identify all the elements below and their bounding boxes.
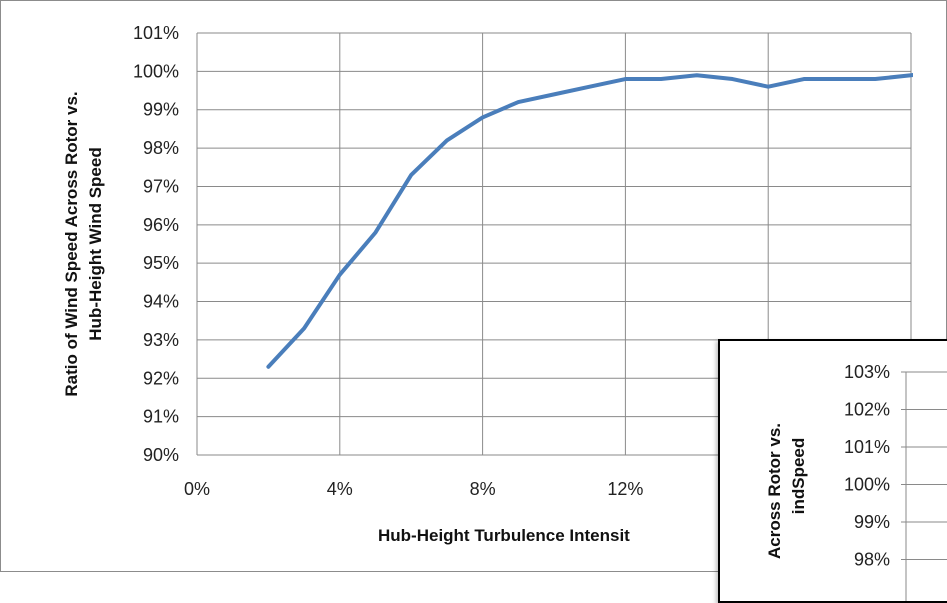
y-axis-title-line-2: Hub-Height Wind Speed	[86, 147, 105, 340]
x-tick-label: 12%	[607, 479, 643, 499]
chart-frame: 90% 91% 92% 93% 94% 95% 96% 97% 98% 99% 100% 101% 0…	[0, 0, 947, 572]
y-tick-label: 97%	[143, 176, 179, 196]
x-tick-label: 4%	[327, 479, 353, 499]
y-tick-label: 90%	[143, 445, 179, 465]
x-tick-labels: 0%4%8%12%16%	[184, 479, 786, 499]
inset-y-tick-label: 99%	[854, 512, 890, 532]
y-tick-label: 92%	[143, 368, 179, 388]
y-tick-label: 95%	[143, 253, 179, 273]
y-axis-title-line-1: Ratio of Wind Speed Across Rotor vs.	[62, 91, 81, 396]
y-tick-labels: 90% 91% 92% 93% 94% 95% 96% 97% 98% 99% 100% 101%	[133, 23, 179, 465]
inset-axis	[901, 371, 947, 601]
y-tick-label: 99%	[143, 100, 179, 120]
inset-y-axis-title-line-1: Across Rotor vs.	[765, 423, 784, 559]
inset-y-tick-label: 102%	[844, 400, 890, 420]
series-group	[266, 72, 913, 369]
inset-y-tick-label: 100%	[844, 475, 890, 495]
y-tick-label: 96%	[143, 215, 179, 235]
inset-y-tick-label: 98%	[854, 550, 890, 570]
y-tick-label: 93%	[143, 330, 179, 350]
series-line	[266, 72, 913, 369]
y-tick-label: 98%	[143, 138, 179, 158]
y-tick-label: 91%	[143, 407, 179, 427]
inset-y-axis-title-line-2: indSpeed	[789, 438, 808, 515]
x-tick-label: 8%	[470, 479, 496, 499]
x-tick-label: 0%	[184, 479, 210, 499]
y-tick-label: 100%	[133, 61, 179, 81]
inset-chart: 103% 102% 101% 100% 99% 98% Across Rotor vs. …	[718, 339, 947, 603]
inset-y-tick-labels: 103% 102% 101% 100% 99% 98%	[844, 362, 890, 570]
inset-y-tick-label: 103%	[844, 362, 890, 382]
y-tick-label: 101%	[133, 23, 179, 43]
x-axis-title: Hub-Height Turbulence Intensit	[378, 526, 630, 545]
y-tick-label: 94%	[143, 292, 179, 312]
inset-chart-svg: 103%102%101%100%99%98% Across Rotor vs. …	[765, 362, 947, 601]
inset-y-tick-label: 101%	[844, 437, 890, 457]
